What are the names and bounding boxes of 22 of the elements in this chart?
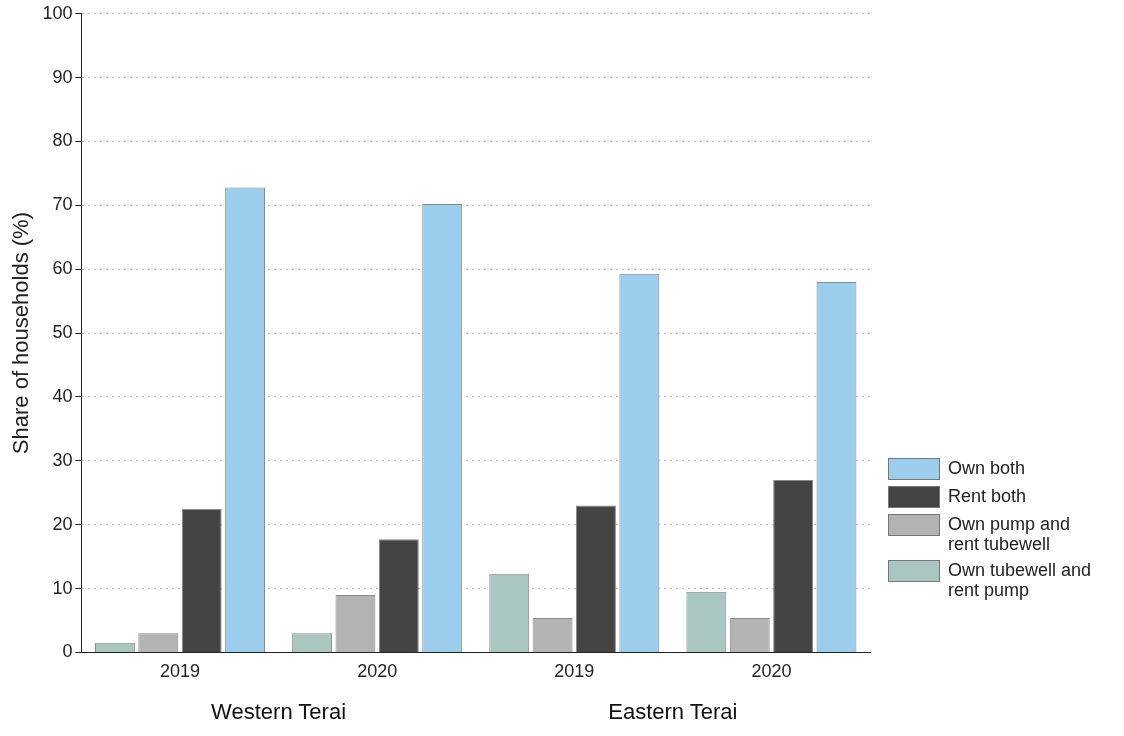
y-tick-label: 80 [52,130,73,151]
y-tick-label: 40 [52,385,73,406]
legend-label: Rent both [948,486,1028,506]
y-tick-label: 20 [52,513,73,534]
x-tick-label: 2020 [751,661,792,682]
text: Western Terai [211,699,347,725]
y-tick-label: 50 [52,322,73,343]
y-tick-label: 100 [42,2,73,23]
legend-label: Own pump and rent tubewell [948,514,1072,554]
text: Eastern Terai [608,699,738,725]
x-tick-label: 2019 [554,661,595,682]
y-tick-label: 70 [52,194,73,215]
y-axis-title: Share of households (%) [8,212,34,455]
legend-label: Own both [948,458,1027,478]
legend-label: Own tubewell and rent pump [948,560,1093,600]
x-tick-label: 2020 [357,661,398,682]
x-tick-label: 2019 [159,661,201,682]
y-tick-label: 10 [52,577,73,598]
y-tick-label: 60 [52,258,73,279]
y-tick-label: 90 [52,66,73,87]
y-tick-label: 0 [62,641,73,662]
y-tick-label: 30 [52,449,73,470]
